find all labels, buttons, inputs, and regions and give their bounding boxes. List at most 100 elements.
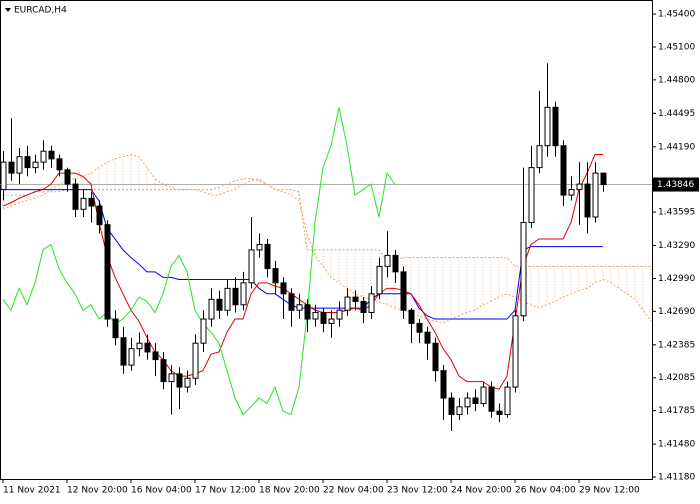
candle-body	[584, 183, 591, 218]
candle-body	[264, 243, 271, 270]
candle-body	[272, 268, 279, 284]
indicator-line	[2, 107, 396, 416]
y-tick-label: 1.44495	[658, 109, 695, 119]
indicator-line	[3, 178, 651, 267]
y-tick-label: 1.42690	[658, 307, 695, 317]
candle-body	[248, 249, 255, 284]
candle-body	[0, 161, 7, 191]
x-tick-label: 23 Nov 12:00	[387, 486, 448, 496]
x-tick-label: 17 Nov 12:00	[195, 486, 256, 496]
candle-body	[88, 197, 95, 207]
candle-body	[560, 145, 567, 196]
candle-body	[536, 145, 543, 169]
x-tick-label: 12 Nov 20:00	[67, 486, 128, 496]
y-tick-label: 1.44190	[658, 142, 695, 152]
x-tick-label: 26 Nov 04:00	[515, 486, 576, 496]
y-tick-label: 1.42085	[658, 373, 695, 383]
current-price-label: 1.43846	[657, 180, 694, 190]
candle-body	[32, 161, 39, 169]
candle-body	[312, 311, 319, 320]
candle-body	[592, 172, 599, 218]
candle-body	[336, 309, 343, 320]
candle-body	[320, 311, 327, 324]
candle-body	[568, 189, 575, 196]
candle-body	[80, 197, 87, 210]
candle-body	[328, 318, 335, 324]
candle-body	[8, 161, 15, 174]
candle-body	[176, 373, 183, 388]
candle-body	[480, 386, 487, 405]
candle-body	[224, 287, 231, 311]
candle-body	[552, 106, 559, 147]
candle-body	[352, 296, 359, 302]
candle-body	[152, 351, 159, 361]
candle-body	[344, 296, 351, 311]
y-tick-label: 1.42385	[658, 340, 695, 350]
candle-body	[72, 183, 79, 210]
y-tick-label: 1.43595	[658, 208, 695, 218]
candle-body	[296, 304, 303, 311]
candle-body	[408, 309, 415, 324]
indicator-line	[2, 153, 652, 324]
candle-body	[104, 224, 111, 320]
candle-body	[64, 169, 71, 185]
candle-body	[40, 150, 47, 163]
candle-body	[160, 359, 167, 383]
indicator-line	[2, 153, 603, 390]
candle-body	[528, 167, 535, 223]
candle-body	[48, 150, 55, 160]
candle-body	[56, 158, 63, 171]
y-tick-label: 1.41785	[658, 406, 695, 416]
candle-body	[376, 265, 383, 295]
candle-body	[520, 221, 527, 317]
candle-body	[240, 282, 247, 306]
candle-body	[440, 370, 447, 399]
candle-body	[424, 331, 431, 344]
indicator-line	[3, 189, 603, 320]
menu-triangle[interactable]	[5, 8, 11, 12]
y-tick-label: 1.41480	[658, 440, 695, 450]
candle-body	[288, 293, 295, 311]
candle-body	[144, 342, 151, 353]
candle-body	[544, 106, 551, 147]
candle-body	[472, 397, 479, 405]
candle-body	[136, 342, 143, 350]
current-price-box	[653, 177, 699, 192]
candle-body	[504, 386, 511, 415]
x-tick-label: 16 Nov 04:00	[131, 486, 192, 496]
candle-body	[456, 406, 463, 415]
candle-body	[256, 243, 263, 251]
x-tick-label: 18 Nov 20:00	[259, 486, 320, 496]
x-tick-label: 11 Nov 2021	[3, 486, 61, 496]
plot-frame	[0, 0, 653, 480]
candle-body	[368, 293, 375, 313]
candle-body	[400, 271, 407, 311]
candle-body	[192, 342, 199, 379]
plot-area	[0, 63, 652, 431]
candle-body	[120, 337, 127, 366]
candle-body	[168, 373, 175, 383]
x-tick-label: 24 Nov 20:00	[451, 486, 512, 496]
y-tick-label: 1.45400	[658, 10, 695, 20]
candle-body	[488, 386, 495, 412]
candle-body	[392, 254, 399, 273]
candle-body	[184, 377, 191, 388]
candle-body	[128, 348, 135, 366]
candle-body	[232, 287, 239, 306]
candle-body	[384, 254, 391, 267]
candle-body	[496, 410, 503, 415]
candle-body	[96, 205, 103, 226]
candle-body	[464, 397, 471, 408]
y-tick-label: 1.43290	[658, 241, 695, 251]
candle-body	[16, 156, 23, 174]
y-tick-label: 1.45100	[658, 42, 695, 52]
candle-body	[200, 318, 207, 344]
candle-body	[208, 298, 215, 320]
candle-body	[112, 318, 119, 339]
candle-body	[600, 172, 607, 186]
x-tick-label: 29 Nov 12:00	[579, 486, 640, 496]
chart-title: EURCAD,H4	[14, 6, 67, 16]
y-tick-label: 1.44800	[658, 75, 695, 85]
